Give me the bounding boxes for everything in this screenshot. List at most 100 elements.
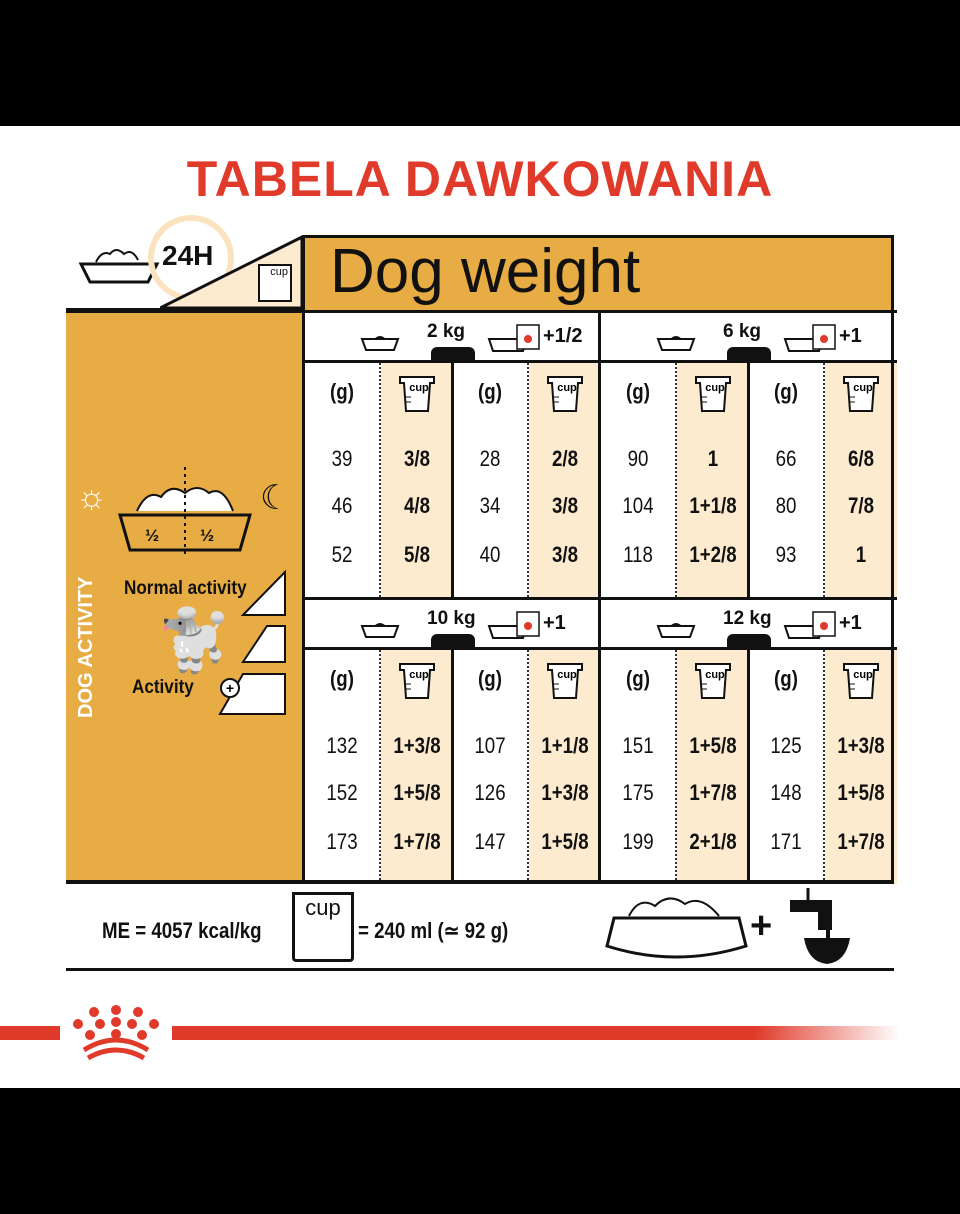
weight-block-2kg: 2 kg +1/2 (g) 39 46 52 cup 3/8 4/8 5/8 (g) 28 34…	[302, 310, 601, 597]
food-bowl-icon	[78, 249, 160, 284]
cup-icon: cup	[292, 892, 354, 962]
activity-subcolumn: (g) 28 34 40 cup 2/8 3/8 3/8	[453, 363, 601, 597]
poodle-icon: 🐩	[157, 607, 232, 674]
wet-food-addition: +1	[839, 612, 862, 634]
cups-column: cup 1 1+1/8 1+2/8	[677, 363, 749, 597]
weight-block-10kg: 10 kg +1 (g) 132 152 173 cup 1+3/8 1+5/8 1+7/8…	[302, 597, 601, 884]
cups-value: 2/8	[551, 446, 579, 471]
cup-icon-label: cup	[270, 266, 288, 278]
water-tap-icon	[790, 888, 850, 964]
grams-value: 152	[326, 780, 358, 805]
bowl-with-pouch-icon	[783, 323, 839, 358]
cup-icon: cup	[677, 373, 749, 419]
weight-tab	[727, 634, 771, 650]
grams-header: (g)	[774, 666, 798, 691]
cup-icon: cup	[677, 660, 749, 706]
cup-icon: cup	[825, 660, 897, 706]
activity-subcolumn: (g) 90 104 118 cup 1 1+1/8 1+2/8	[601, 363, 749, 597]
half-left: ½	[145, 526, 160, 545]
cups-column: cup 6/8 7/8 1	[825, 363, 897, 597]
column-divider	[747, 363, 750, 597]
cups-column: cup 1+5/8 1+7/8 2+1/8	[677, 650, 749, 884]
weight-header: 6 kg +1	[601, 310, 897, 363]
grams-column: (g) 132 152 173	[305, 650, 381, 884]
cups-value: 1+5/8	[837, 780, 885, 805]
cups-column: cup 1+3/8 1+5/8 1+7/8	[825, 650, 897, 884]
grams-value: 148	[770, 780, 802, 805]
brand-line	[172, 1026, 900, 1040]
weight-label: 10 kg	[427, 608, 476, 629]
sun-icon: ☼	[76, 478, 108, 516]
energy-value: ME = 4057 kcal/kg	[102, 918, 262, 943]
weight-label: 12 kg	[723, 608, 772, 629]
grams-column: (g) 125 148 171	[749, 650, 825, 884]
grams-value: 66	[775, 446, 797, 471]
grams-value: 34	[479, 493, 501, 518]
cup-icon: cup	[258, 264, 292, 302]
grams-column: (g) 151 175 199	[601, 650, 677, 884]
grams-header: (g)	[330, 666, 354, 691]
weight-header: 2 kg +1/2	[305, 310, 601, 363]
activity-subcolumn: (g) 66 80 93 cup 6/8 7/8 1	[749, 363, 897, 597]
grams-value: 175	[622, 780, 654, 805]
cups-column: cup 3/8 4/8 5/8	[381, 363, 453, 597]
column-divider	[451, 650, 454, 884]
top-black-band	[0, 0, 960, 126]
cups-value: 1+3/8	[837, 733, 885, 758]
grams-value: 173	[326, 829, 358, 854]
normal-activity-label: Normal activity	[124, 578, 247, 599]
grams-value: 125	[770, 733, 802, 758]
dog-activity-label: DOG ACTIVITY	[75, 576, 97, 718]
cups-value: 4/8	[403, 493, 431, 518]
cups-value: 3/8	[551, 542, 579, 567]
cups-value: 1+2/8	[689, 542, 737, 567]
grams-column: (g) 66 80 93	[749, 363, 825, 597]
moon-icon: ☾	[260, 479, 291, 517]
svg-text:cup: cup	[409, 382, 429, 394]
table-right-border	[891, 310, 894, 882]
cup-icon: cup	[381, 660, 453, 706]
grams-value: 52	[331, 542, 353, 567]
grams-value: 147	[474, 829, 506, 854]
cups-value: 1+3/8	[541, 780, 589, 805]
page-title: TABELA DAWKOWANIA	[186, 151, 774, 207]
plus-icon: +	[750, 905, 773, 947]
activity-subcolumn: (g) 39 46 52 cup 3/8 4/8 5/8	[305, 363, 453, 597]
split-bowl-icon	[118, 467, 252, 555]
cups-value: 3/8	[403, 446, 431, 471]
cups-value: 1+7/8	[837, 829, 885, 854]
cups-value: 6/8	[847, 446, 875, 471]
bowl-icon	[656, 331, 696, 356]
weight-block-6kg: 6 kg +1 (g) 90 104 118 cup 1 1+1/8 1+2/8 (g) 66…	[598, 310, 897, 597]
cups-value: 1+1/8	[689, 493, 737, 518]
svg-text:cup: cup	[557, 669, 577, 681]
svg-text:cup: cup	[409, 669, 429, 681]
cups-value: 1+5/8	[393, 780, 441, 805]
cups-value: 2+1/8	[689, 829, 737, 854]
cups-value: 3/8	[551, 493, 579, 518]
grams-value: 126	[474, 780, 506, 805]
svg-text:cup: cup	[853, 382, 873, 394]
grams-value: 90	[627, 446, 649, 471]
cup-equivalent: = 240 ml (≃ 92 g)	[358, 918, 509, 943]
activity-subcolumn: (g) 125 148 171 cup 1+3/8 1+5/8 1+7/8	[749, 650, 897, 884]
cup-icon: cup	[825, 373, 897, 419]
grams-value: 107	[474, 733, 506, 758]
grams-header: (g)	[626, 379, 650, 404]
activity-subcolumn: (g) 132 152 173 cup 1+3/8 1+5/8 1+7/8	[305, 650, 453, 884]
column-divider	[747, 650, 750, 884]
cups-value: 1+7/8	[689, 780, 737, 805]
royal-canin-crown-logo	[73, 1005, 159, 1061]
weight-tab	[431, 347, 475, 363]
cups-column: cup 2/8 3/8 3/8	[529, 363, 601, 597]
cups-value: 7/8	[847, 493, 875, 518]
svg-text:+: +	[226, 680, 234, 696]
dog-weight-header	[302, 235, 894, 310]
activity-level-steps: +	[218, 570, 286, 715]
cups-value: 1+5/8	[689, 733, 737, 758]
bowl-with-pouch-icon	[487, 323, 543, 358]
food-bowl-icon	[605, 897, 748, 959]
svg-text:cup: cup	[853, 669, 873, 681]
grams-value: 28	[479, 446, 501, 471]
bowl-icon	[360, 618, 400, 643]
